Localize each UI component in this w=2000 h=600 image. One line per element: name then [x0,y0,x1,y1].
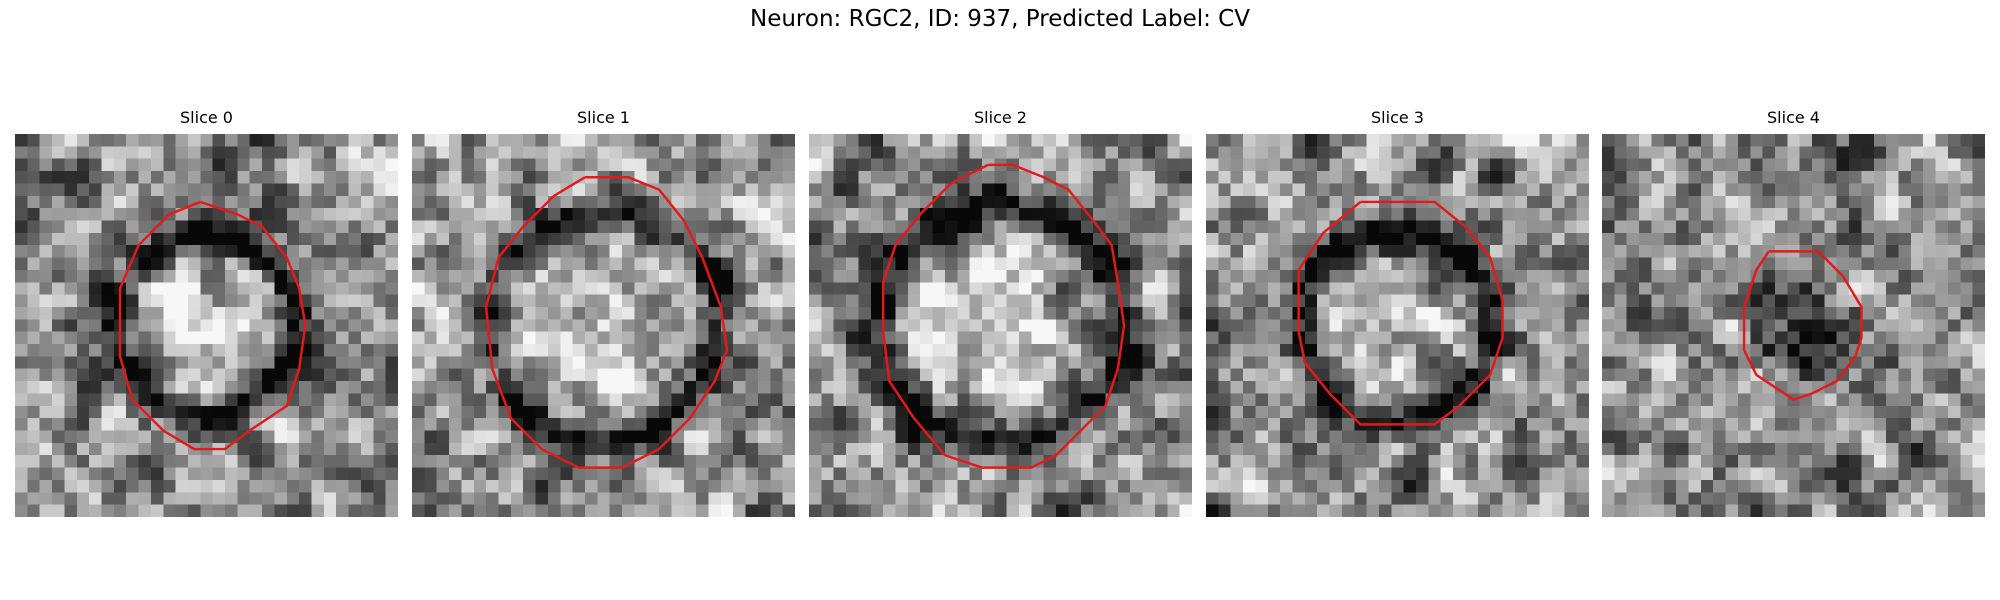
slice-pixels-0 [15,134,398,517]
slice-pixels-3 [1206,134,1589,517]
segmentation-contour-1 [484,176,729,469]
slice-title-4: Slice 4 [1767,108,1820,127]
figure-title: Neuron: RGC2, ID: 937, Predicted Label: … [750,6,1250,32]
slice-title-2: Slice 2 [974,108,1027,127]
slice-image-0 [15,134,398,517]
segmentation-contour-0 [118,200,307,451]
slice-pixels-4 [1602,134,1985,517]
slice-title-1: Slice 1 [577,108,630,127]
slice-image-3 [1206,134,1589,517]
slice-image-1 [412,134,795,517]
segmentation-contour-4 [1742,250,1863,401]
slice-pixels-1 [412,134,795,517]
slice-image-2 [809,134,1192,517]
segmentation-contour-2 [881,163,1126,469]
slice-title-3: Slice 3 [1371,108,1424,127]
segmentation-contour-3 [1297,200,1504,426]
slice-image-4 [1602,134,1985,517]
slice-title-0: Slice 0 [180,108,233,127]
slice-pixels-2 [809,134,1192,517]
